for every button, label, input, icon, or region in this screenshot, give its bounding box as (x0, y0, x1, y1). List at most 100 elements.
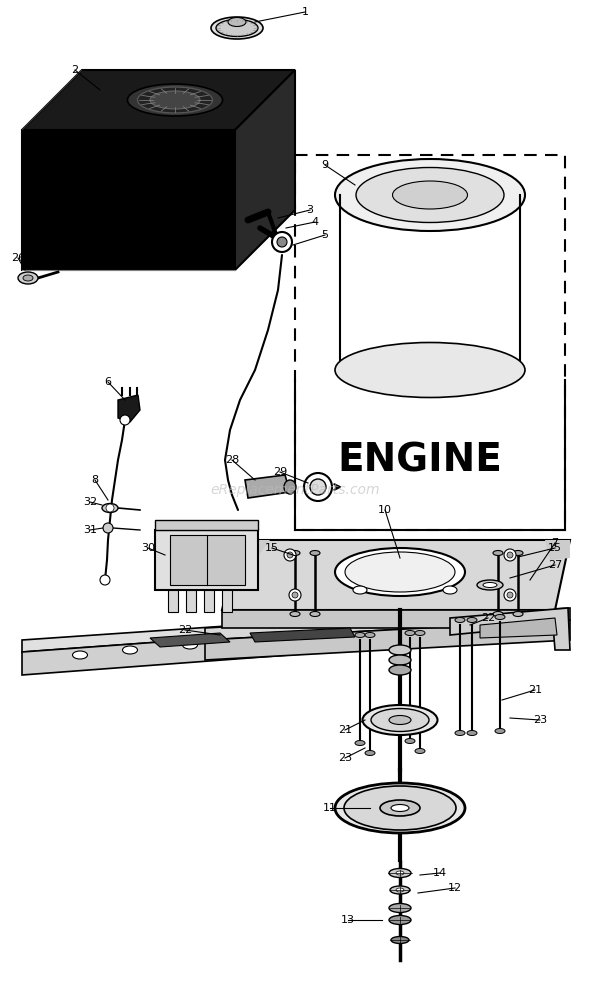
Text: 3: 3 (306, 205, 313, 215)
Ellipse shape (389, 915, 411, 924)
Polygon shape (155, 530, 258, 590)
Polygon shape (545, 540, 570, 560)
Polygon shape (118, 395, 140, 422)
Ellipse shape (123, 646, 137, 654)
Polygon shape (22, 608, 490, 652)
Polygon shape (205, 620, 570, 660)
Ellipse shape (391, 936, 409, 943)
Polygon shape (245, 475, 290, 498)
Ellipse shape (335, 342, 525, 397)
Ellipse shape (493, 612, 503, 617)
Ellipse shape (290, 551, 300, 556)
Text: 4: 4 (312, 217, 319, 227)
Ellipse shape (455, 618, 465, 623)
Text: 6: 6 (104, 377, 112, 387)
Polygon shape (150, 633, 230, 647)
Ellipse shape (415, 748, 425, 753)
Text: 28: 28 (225, 455, 239, 465)
Ellipse shape (495, 729, 505, 734)
Ellipse shape (389, 903, 411, 912)
Circle shape (507, 552, 513, 558)
Ellipse shape (405, 631, 415, 636)
Circle shape (504, 549, 516, 561)
Text: ENGINE: ENGINE (337, 441, 503, 479)
Text: 31: 31 (83, 525, 97, 535)
Ellipse shape (345, 552, 455, 592)
Ellipse shape (415, 631, 425, 636)
Circle shape (289, 589, 301, 601)
Ellipse shape (405, 739, 415, 744)
Ellipse shape (228, 18, 246, 27)
Text: 15: 15 (548, 543, 562, 553)
Ellipse shape (335, 783, 465, 833)
Text: 21: 21 (338, 725, 352, 735)
Ellipse shape (150, 91, 200, 109)
Ellipse shape (477, 580, 503, 590)
Ellipse shape (310, 612, 320, 617)
Ellipse shape (23, 275, 33, 281)
Polygon shape (222, 610, 555, 628)
Ellipse shape (355, 633, 365, 638)
Text: 15: 15 (265, 543, 279, 553)
Ellipse shape (310, 551, 320, 556)
Ellipse shape (467, 731, 477, 736)
Ellipse shape (396, 871, 404, 875)
Ellipse shape (73, 651, 87, 659)
Polygon shape (480, 618, 557, 638)
Polygon shape (238, 540, 270, 560)
Text: 32: 32 (83, 497, 97, 507)
Ellipse shape (355, 741, 365, 746)
Ellipse shape (371, 709, 429, 732)
Circle shape (103, 523, 113, 533)
Ellipse shape (211, 17, 263, 39)
Ellipse shape (216, 20, 258, 37)
Polygon shape (250, 628, 355, 642)
Polygon shape (235, 70, 295, 270)
Text: 7: 7 (552, 538, 559, 548)
Polygon shape (170, 535, 245, 585)
Ellipse shape (389, 645, 411, 655)
Ellipse shape (513, 612, 523, 617)
Circle shape (120, 415, 130, 425)
Ellipse shape (389, 868, 411, 877)
Ellipse shape (182, 641, 198, 649)
Ellipse shape (443, 586, 457, 594)
Circle shape (304, 473, 332, 501)
Ellipse shape (356, 168, 504, 223)
Ellipse shape (127, 84, 222, 116)
Circle shape (287, 552, 293, 558)
Ellipse shape (290, 612, 300, 617)
Text: 30: 30 (141, 543, 155, 553)
Ellipse shape (389, 716, 411, 725)
Text: 8: 8 (91, 475, 99, 485)
Ellipse shape (137, 87, 212, 113)
Circle shape (504, 589, 516, 601)
Ellipse shape (284, 480, 296, 494)
Circle shape (310, 479, 326, 495)
Text: 5: 5 (322, 230, 329, 240)
Ellipse shape (389, 665, 411, 675)
Text: 23: 23 (533, 715, 547, 725)
Circle shape (272, 232, 292, 252)
Ellipse shape (495, 615, 505, 620)
Circle shape (284, 549, 296, 561)
Polygon shape (22, 130, 235, 270)
Polygon shape (22, 618, 490, 675)
Ellipse shape (467, 618, 477, 623)
Ellipse shape (493, 551, 503, 556)
Polygon shape (205, 608, 570, 640)
Text: 13: 13 (341, 915, 355, 925)
Text: 10: 10 (378, 505, 392, 515)
Ellipse shape (102, 504, 118, 513)
Ellipse shape (396, 888, 404, 892)
Polygon shape (450, 608, 570, 650)
Polygon shape (168, 590, 178, 612)
Ellipse shape (362, 705, 438, 735)
Ellipse shape (390, 886, 410, 894)
Text: 22: 22 (481, 613, 495, 623)
Text: 1: 1 (301, 7, 309, 17)
Ellipse shape (365, 750, 375, 755)
Text: 29: 29 (273, 467, 287, 477)
Ellipse shape (335, 159, 525, 231)
Text: 26: 26 (11, 253, 25, 263)
